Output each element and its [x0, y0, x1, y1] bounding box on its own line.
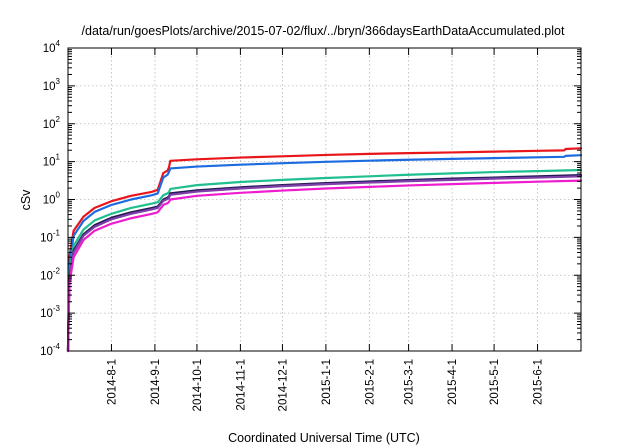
- y-tick-base: 10: [40, 308, 53, 320]
- series-line: [66, 147, 583, 353]
- y-tick-exponent: 1: [56, 153, 61, 162]
- y-tick-exponent: -2: [53, 266, 61, 275]
- x-tick-label: 2015-6-1: [533, 359, 545, 405]
- x-tick-label: 2014-9-1: [150, 359, 162, 405]
- y-tick-label: 102: [43, 115, 61, 131]
- series-line: [66, 168, 583, 353]
- y-tick-label: 10-3: [40, 304, 60, 320]
- x-tick-label: 2015-1-1: [321, 359, 333, 405]
- y-tick-label: 103: [43, 77, 61, 93]
- series-lines: [66, 147, 583, 353]
- y-tick-label: 104: [43, 39, 61, 55]
- y-tick-base: 10: [43, 195, 56, 207]
- y-tick-label: 10-4: [40, 342, 60, 358]
- x-axis-label: Coordinated Universal Time (UTC): [228, 431, 420, 445]
- chart-title: /data/run/goesPlots/archive/2015-07-02/f…: [82, 24, 565, 38]
- x-tick-label: 2014-8-1: [106, 359, 118, 405]
- y-tick-label: 101: [43, 153, 61, 169]
- x-tick-label: 2014-12-1: [277, 359, 289, 411]
- y-tick-exponent: -3: [53, 304, 61, 313]
- x-tick-label: 2014-10-1: [192, 359, 204, 411]
- y-tick-base: 10: [43, 157, 56, 169]
- y-tick-base: 10: [40, 346, 53, 358]
- y-tick-exponent: -1: [53, 228, 61, 237]
- y-tick-base: 10: [43, 81, 56, 93]
- y-tick-base: 10: [40, 232, 53, 244]
- y-tick-exponent: 2: [56, 115, 61, 124]
- y-tick-label: 10-2: [40, 266, 60, 282]
- x-axis: 2014-8-1 2014-9-1 2014-10-1 2014-11-1 2014-1…: [106, 48, 545, 411]
- y-axis-label: cSv: [19, 189, 33, 211]
- x-tick-label: 2015-3-1: [404, 359, 416, 405]
- series-line: [66, 154, 583, 353]
- y-tick-label: 10-1: [40, 228, 60, 244]
- y-tick-label: 100: [43, 191, 61, 207]
- y-tick-exponent: 0: [56, 191, 61, 200]
- series-line: [66, 174, 583, 353]
- y-tick-base: 10: [40, 270, 53, 282]
- grid-lines: [68, 48, 581, 351]
- y-tick-exponent: 4: [56, 39, 61, 48]
- y-tick-base: 10: [43, 43, 56, 55]
- y-tick-exponent: 3: [56, 77, 61, 86]
- x-tick-label: 2015-5-1: [489, 359, 501, 405]
- x-tick-label: 2015-2-1: [364, 359, 376, 405]
- x-tick-label: 2014-11-1: [235, 359, 247, 411]
- y-tick-base: 10: [43, 119, 56, 131]
- series-line: [66, 175, 583, 353]
- y-tick-exponent: -4: [53, 342, 61, 351]
- series-line: [66, 179, 583, 353]
- x-tick-label: 2015-4-1: [447, 359, 459, 405]
